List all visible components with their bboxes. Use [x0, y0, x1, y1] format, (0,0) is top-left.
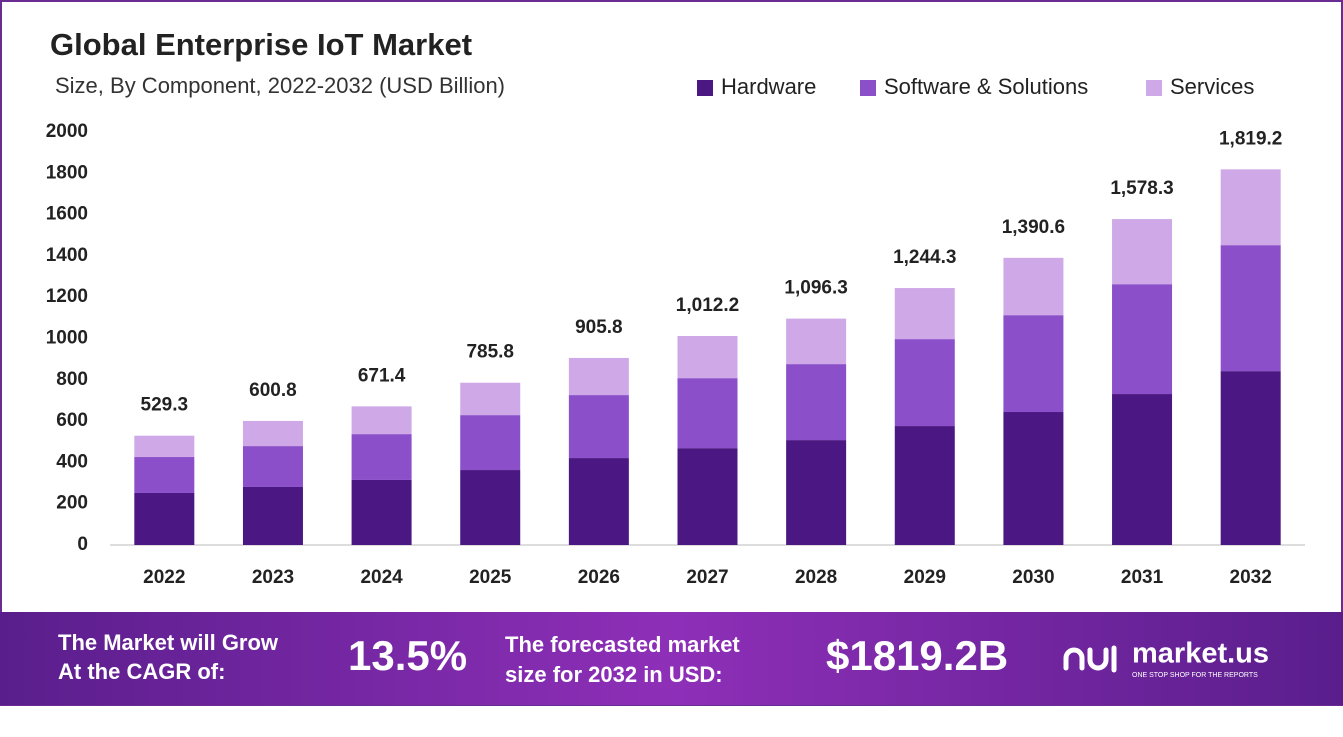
bar-segment [677, 378, 738, 449]
legend-swatch [1146, 80, 1162, 96]
bar-segment [1112, 284, 1173, 395]
y-tick-label: 1000 [46, 328, 88, 349]
total-label: 1,578.3 [1110, 178, 1173, 199]
y-tick-label: 600 [56, 410, 88, 431]
footer-text: size for 2032 in USD: [505, 662, 723, 687]
bar-segment [460, 470, 521, 545]
brand-icon [1063, 645, 1117, 673]
chart-subtitle: Size, By Component, 2022-2032 (USD Billi… [55, 73, 505, 98]
y-tick-label: 800 [56, 369, 88, 390]
legend-swatch [697, 80, 713, 96]
bar-segment [1112, 394, 1173, 545]
bar-segment [242, 446, 303, 487]
bar-segment [351, 406, 412, 435]
y-tick-label: 0 [77, 534, 88, 555]
bar-segment [677, 335, 738, 379]
footer-text: At the CAGR of: [58, 659, 225, 684]
bar-segment [568, 458, 629, 545]
total-label: 1,012.2 [676, 295, 739, 316]
footer-banner [0, 612, 1343, 705]
y-tick-label: 1800 [46, 162, 88, 183]
total-label: 1,096.3 [784, 278, 847, 299]
bar-segment [1220, 371, 1281, 545]
total-label: 671.4 [358, 365, 406, 386]
x-tick-label: 2024 [360, 567, 403, 588]
total-label: 785.8 [466, 342, 514, 363]
bar-segment [134, 492, 195, 545]
bar-segment [460, 382, 521, 416]
bar-segment [677, 448, 738, 545]
x-tick-label: 2028 [795, 567, 837, 588]
footer-text: The forecasted market [505, 632, 740, 657]
bar-segment [134, 435, 195, 458]
forecast-value: $1819.2B [826, 632, 1008, 679]
x-tick-label: 2029 [904, 567, 946, 588]
footer-text: The Market will Grow [58, 630, 279, 655]
y-tick-label: 200 [56, 493, 88, 514]
bar-segment [568, 357, 629, 396]
total-label: 1,244.3 [893, 247, 956, 268]
brand-name: market.us [1132, 638, 1269, 670]
bar-segment [568, 395, 629, 459]
total-label: 905.8 [575, 317, 623, 338]
x-tick-label: 2022 [143, 567, 185, 588]
legend-label: Services [1170, 74, 1254, 99]
y-tick-label: 1200 [46, 286, 88, 307]
bar-segment [1220, 245, 1281, 372]
bar-segment [786, 440, 847, 545]
bar-segment [786, 364, 847, 441]
legend-label: Hardware [721, 74, 816, 99]
x-tick-label: 2032 [1230, 567, 1272, 588]
brand-tagline: ONE STOP SHOP FOR THE REPORTS [1132, 672, 1258, 679]
bar-segment [134, 457, 195, 493]
bar-segment [351, 434, 412, 480]
bar-segment [1112, 219, 1173, 285]
x-tick-label: 2023 [252, 567, 294, 588]
total-label: 600.8 [249, 380, 297, 401]
x-tick-label: 2031 [1121, 567, 1164, 588]
x-tick-label: 2030 [1012, 567, 1054, 588]
total-label: 529.3 [141, 395, 189, 416]
x-tick-label: 2027 [686, 567, 728, 588]
bar-segment [1003, 412, 1064, 545]
bar-segment [1220, 169, 1281, 246]
y-tick-label: 1600 [46, 204, 88, 225]
bar-segment [1003, 315, 1064, 413]
bar-segment [242, 420, 303, 447]
bar-segment [786, 318, 847, 365]
bar-segment [1003, 257, 1064, 316]
legend-label: Software & Solutions [884, 74, 1088, 99]
total-label: 1,390.6 [1002, 217, 1065, 238]
bar-segment [894, 426, 955, 545]
cagr-value: 13.5% [348, 632, 467, 679]
total-label: 1,819.2 [1219, 128, 1282, 149]
bar-segment [460, 415, 521, 471]
bar-segment [351, 479, 412, 545]
bar-segment [894, 339, 955, 427]
bar-segment [242, 486, 303, 545]
x-tick-label: 2025 [469, 567, 512, 588]
y-tick-label: 1400 [46, 245, 88, 266]
legend-swatch [860, 80, 876, 96]
chart-title: Global Enterprise IoT Market [50, 27, 472, 62]
bar-segment [894, 288, 955, 340]
y-tick-label: 2000 [46, 121, 88, 142]
x-tick-label: 2026 [578, 567, 620, 588]
y-tick-label: 400 [56, 451, 88, 472]
